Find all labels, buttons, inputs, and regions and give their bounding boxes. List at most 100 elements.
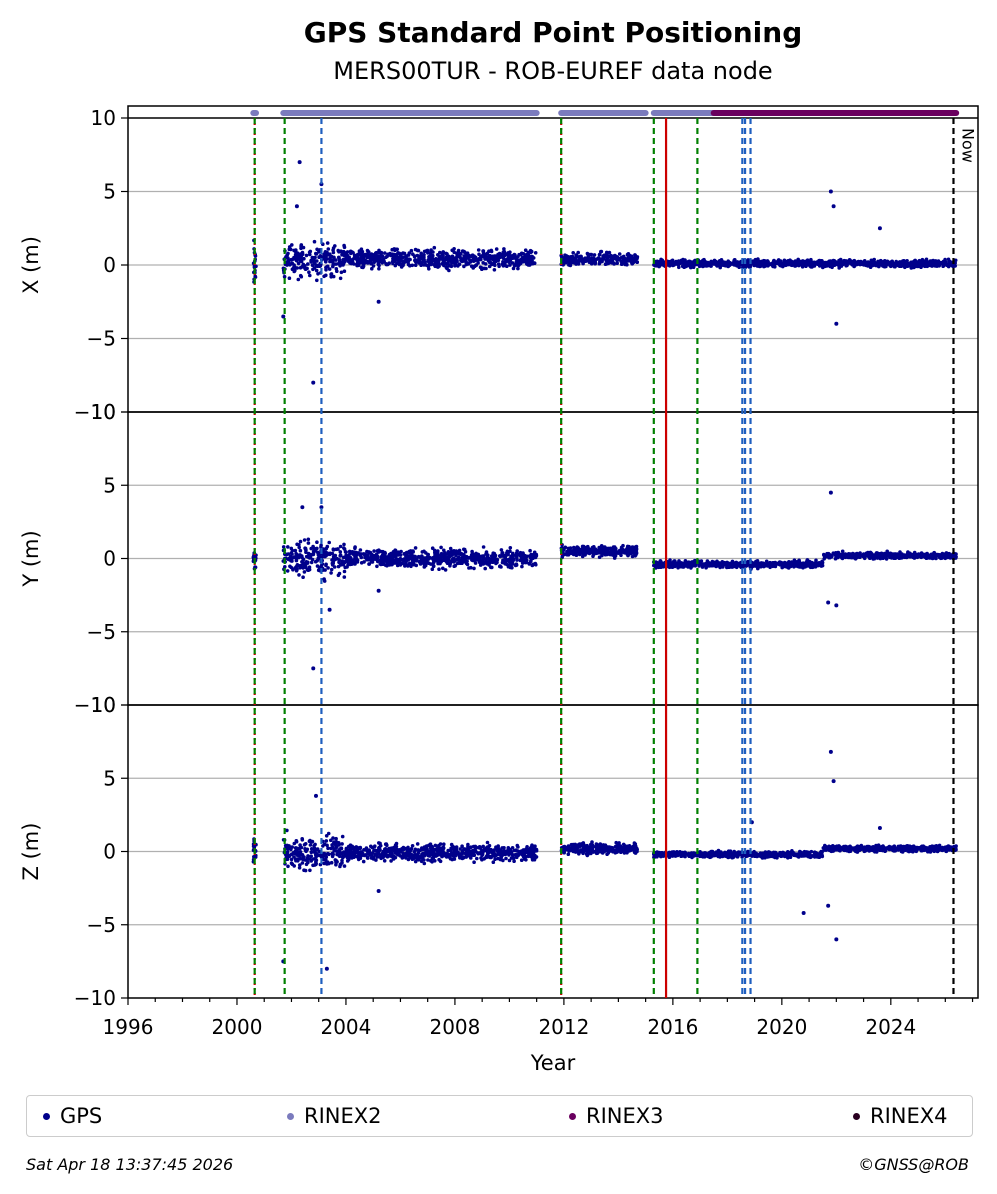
y-tick-label: −5: [87, 913, 116, 937]
data-point: [634, 546, 639, 551]
data-point: [369, 261, 374, 266]
data-point: [803, 263, 808, 268]
data-point: [512, 859, 516, 863]
data-point: [566, 553, 571, 557]
data-point: [326, 247, 331, 251]
data-point: [613, 550, 617, 555]
data-point: [437, 567, 441, 571]
data-point: [876, 262, 881, 266]
data-point: [505, 264, 509, 269]
data-point: [773, 265, 777, 269]
data-point: [581, 261, 585, 266]
data-point: [423, 563, 428, 568]
data-point: [454, 260, 459, 264]
data-point: [512, 848, 517, 853]
data-point: [481, 545, 486, 549]
data-point: [310, 839, 315, 844]
data-point: [442, 263, 446, 268]
data-point: [327, 267, 332, 271]
data-point: [487, 559, 492, 564]
data-point: [340, 834, 345, 839]
data-point: [766, 260, 770, 264]
data-point: [332, 849, 336, 853]
data-point: [318, 254, 323, 258]
data-point: [287, 845, 291, 849]
y-tick-label: 10: [91, 693, 116, 717]
data-point: [304, 848, 309, 852]
data-point: [515, 556, 519, 560]
data-point: [385, 561, 390, 566]
data-point: [927, 261, 931, 266]
data-point: [375, 564, 379, 569]
data-point: [384, 262, 388, 266]
y-tick-label: −5: [87, 620, 116, 644]
data-point: [379, 250, 384, 255]
data-point: [620, 260, 625, 265]
data-point: [600, 259, 604, 264]
data-point: [620, 548, 625, 552]
data-point: [923, 264, 927, 269]
data-point: [311, 267, 315, 272]
data-point: [332, 840, 336, 844]
data-point: [436, 560, 440, 564]
data-point: [422, 255, 426, 259]
data-point: [491, 257, 496, 261]
data-point: [431, 564, 436, 568]
data-point: [858, 553, 862, 557]
data-point: [452, 564, 457, 568]
data-point: [315, 546, 319, 551]
data-point: [311, 544, 315, 549]
data-point: [328, 252, 332, 256]
data-point: [288, 556, 293, 561]
outlier-point: [826, 600, 831, 605]
data-point: [327, 540, 332, 545]
data-point: [476, 248, 481, 252]
data-point: [914, 260, 919, 264]
data-point: [792, 563, 796, 568]
data-point: [475, 856, 479, 861]
data-point: [321, 844, 325, 848]
data-point: [599, 249, 603, 254]
data-point: [315, 263, 319, 268]
data-point: [315, 247, 319, 252]
data-point: [325, 241, 330, 245]
data-point: [334, 258, 338, 262]
data-point: [340, 858, 344, 863]
data-point: [373, 258, 377, 263]
data-point: [443, 551, 447, 555]
data-point: [360, 249, 365, 254]
data-point: [853, 260, 857, 265]
data-point: [291, 850, 296, 855]
data-point: [617, 252, 622, 256]
data-point: [302, 563, 307, 568]
data-point: [317, 853, 322, 858]
data-point: [378, 254, 383, 258]
data-point: [298, 863, 302, 867]
data-point: [879, 258, 883, 263]
data-point: [340, 250, 344, 254]
data-point: [700, 565, 705, 569]
data-point: [314, 851, 319, 856]
y-axis-label: Y (m): [19, 530, 43, 587]
data-point: [303, 842, 308, 846]
data-point: [871, 553, 876, 558]
data-point: [720, 564, 725, 568]
y-tick-label: 0: [103, 840, 116, 864]
data-point: [253, 274, 257, 279]
data-point: [614, 546, 618, 551]
data-point: [466, 256, 470, 260]
data-point: [532, 261, 537, 265]
data-point: [324, 265, 328, 270]
data-point: [840, 549, 845, 554]
data-point: [388, 559, 393, 564]
data-point: [574, 253, 579, 257]
data-point: [315, 278, 319, 283]
data-point: [844, 259, 848, 263]
data-point: [811, 564, 816, 569]
data-point: [448, 564, 452, 568]
outlier-point: [376, 588, 381, 593]
data-point: [324, 834, 329, 838]
